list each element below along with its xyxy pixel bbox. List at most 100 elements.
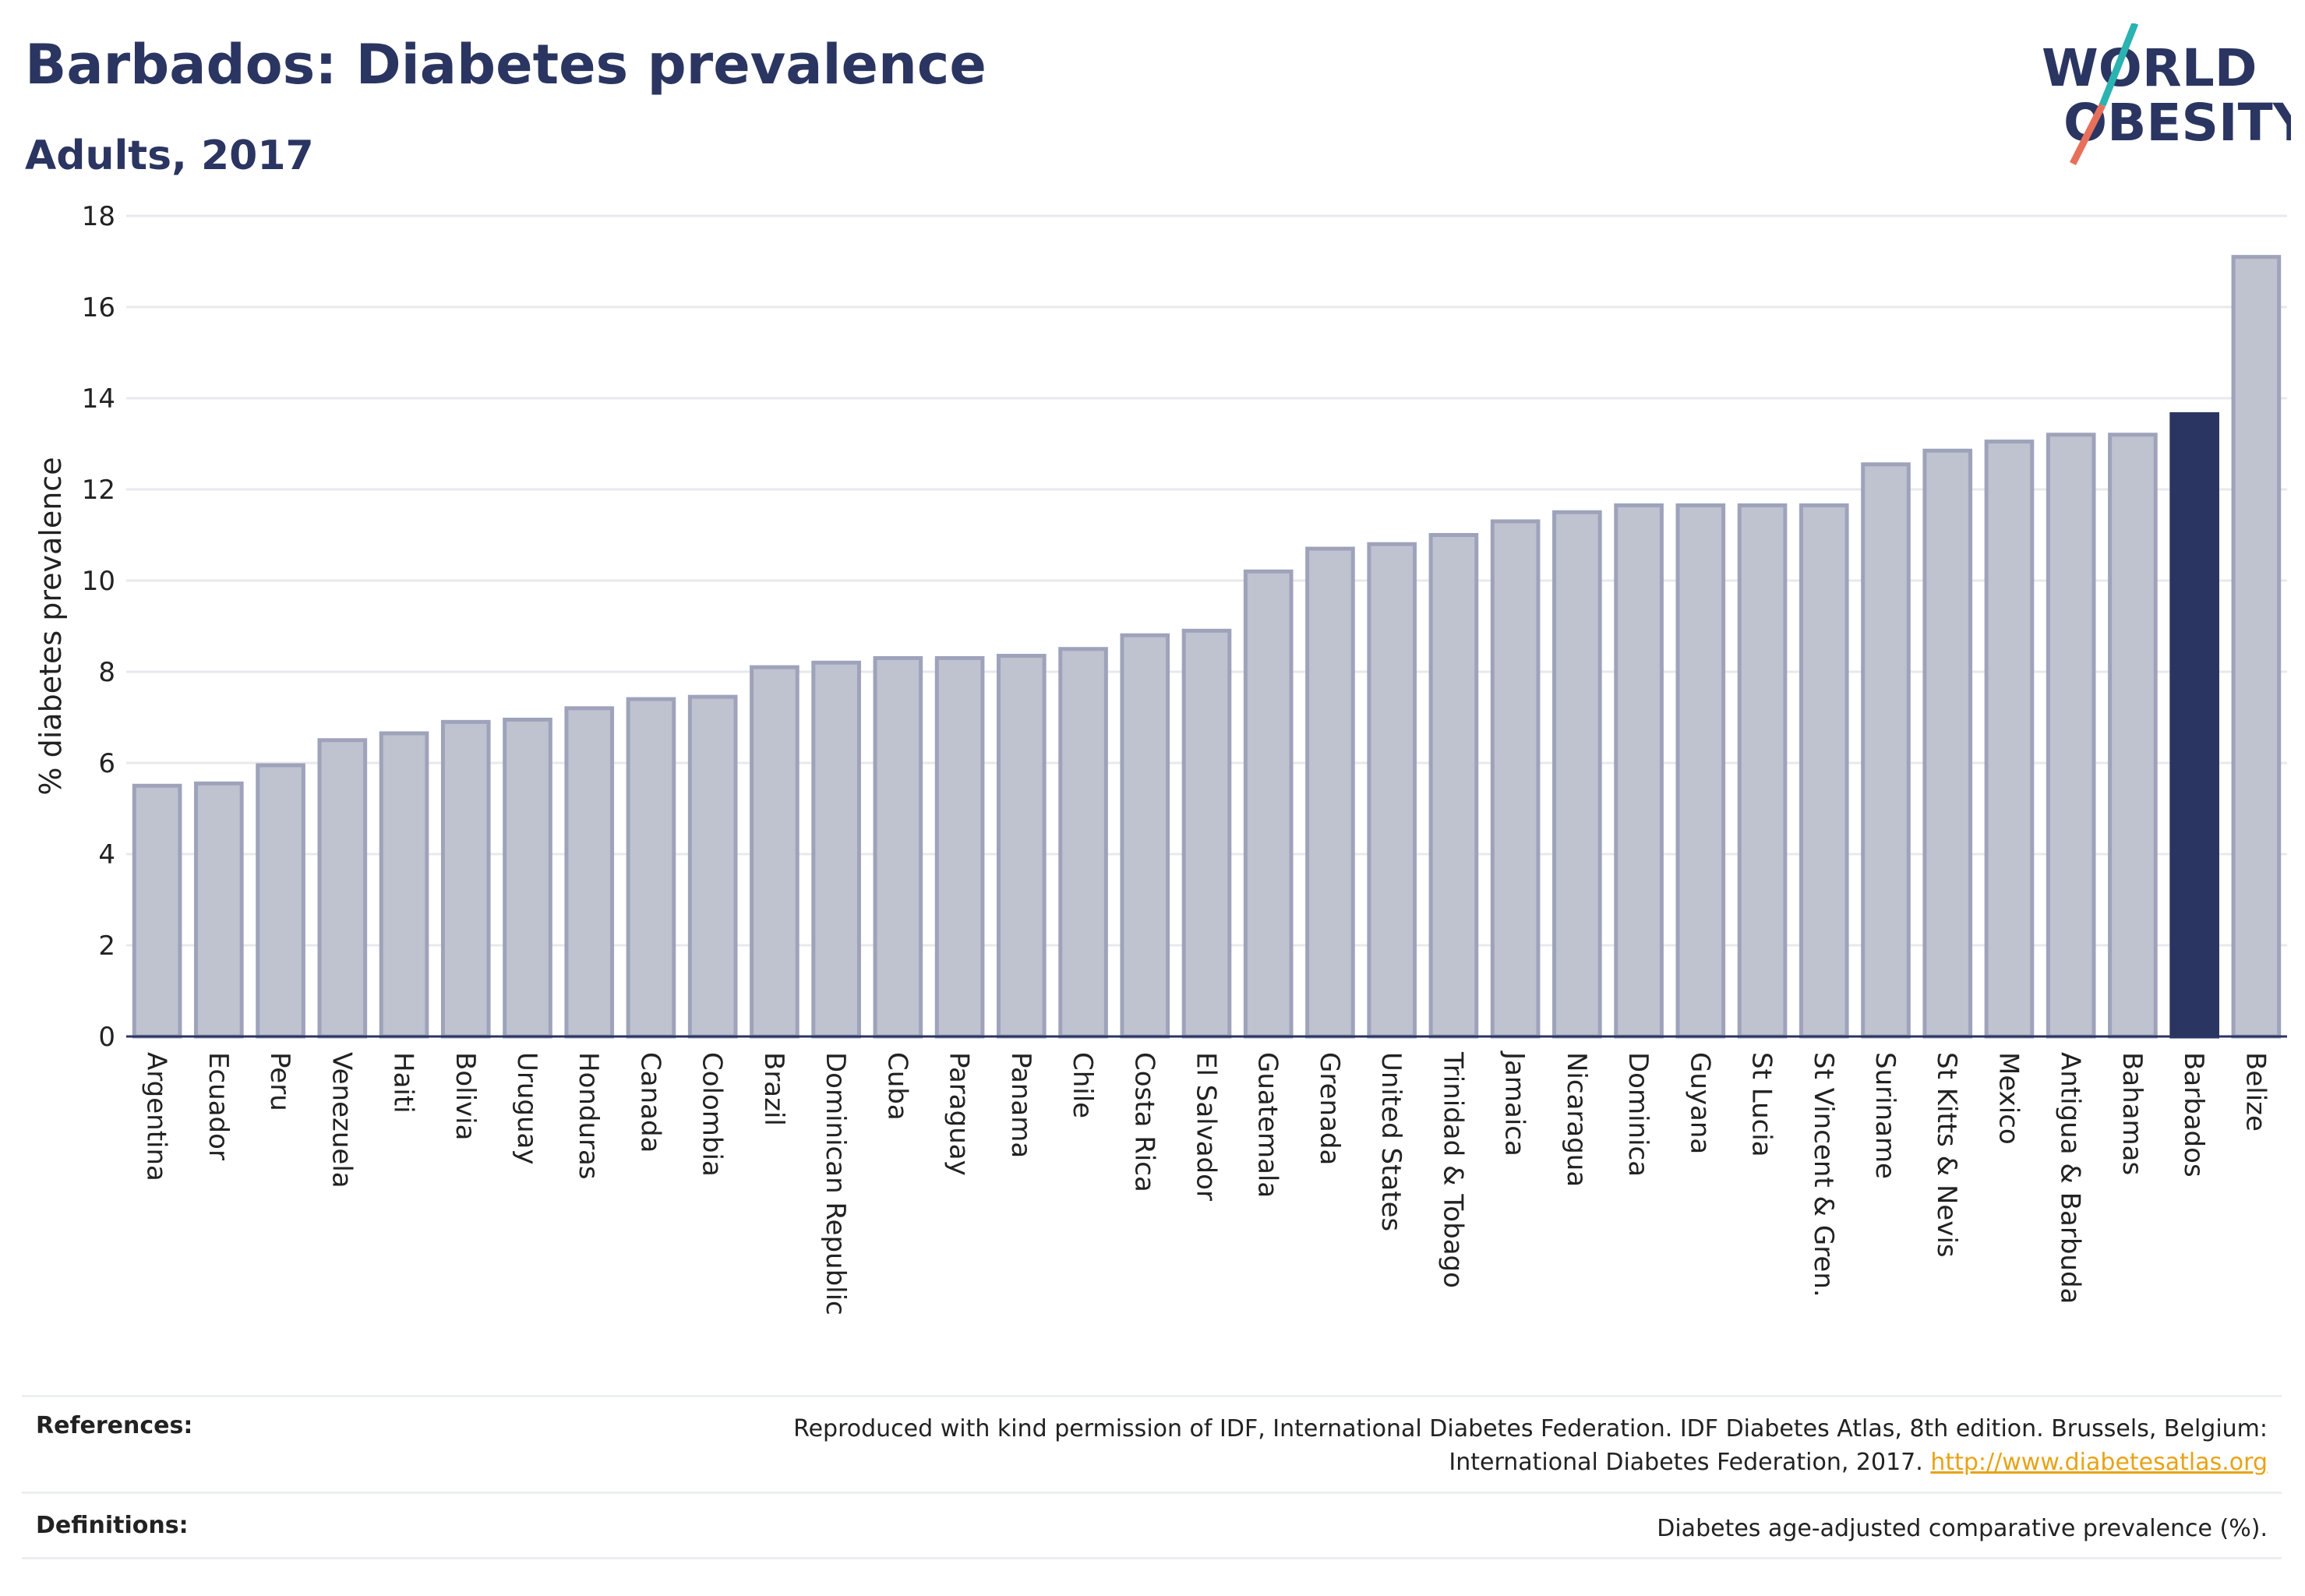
bar-suriname[interactable] (1861, 462, 1911, 1039)
x-tick-label: Nicaragua (1561, 1052, 1592, 1187)
bar-costa-rica[interactable] (1120, 633, 1170, 1039)
bar-trinidad-tobago[interactable] (1428, 533, 1479, 1039)
x-tick-label: Barbados (2178, 1052, 2209, 1178)
bar-guatemala[interactable] (1243, 569, 1294, 1039)
x-tick-label: Costa Rica (1128, 1052, 1160, 1192)
x-tick-label: Trinidad & Tobago (1437, 1051, 1468, 1288)
x-tick-label: Mexico (1993, 1052, 2024, 1145)
y-tick-label: 18 (82, 201, 115, 232)
bar-st-kitts-nevis[interactable] (1922, 448, 1973, 1039)
bar-paraguay[interactable] (934, 655, 985, 1039)
definitions-label: Definitions: (36, 1512, 189, 1539)
logo-slash-teal (2099, 23, 2139, 107)
bar-cuba[interactable] (873, 655, 923, 1039)
bar-belize[interactable] (2231, 255, 2282, 1039)
references-label: References: (36, 1412, 193, 1439)
definitions-row: Definitions: Diabetes age-adjusted compa… (22, 1512, 2282, 1551)
y-tick-label: 2 (98, 930, 115, 962)
y-axis-ticks: 0 2 4 6 8 10 12 14 16 18 (82, 201, 115, 1053)
bar-grenada[interactable] (1305, 546, 1355, 1039)
bar-bolivia[interactable] (440, 719, 491, 1039)
bar-argentina[interactable] (132, 783, 182, 1039)
y-tick-label: 10 (82, 566, 115, 597)
x-tick-label: Panama (1005, 1052, 1036, 1158)
x-tick-label: Haiti (388, 1052, 419, 1114)
references-line1: Reproduced with kind permission of IDF, … (793, 1415, 2268, 1442)
x-tick-label: Grenada (1314, 1052, 1345, 1165)
y-tick-label: 6 (98, 748, 115, 779)
x-tick-label: Chile (1067, 1052, 1098, 1118)
bar-ecuador[interactable] (194, 781, 244, 1039)
x-tick-label: Suriname (1869, 1052, 1901, 1179)
footer-separator-bottom (22, 1557, 2282, 1559)
x-tick-label: St Lucia (1746, 1052, 1777, 1157)
x-axis-labels: Argentina Ecuador Peru Venezuela Haiti Bolivi… (141, 1050, 2271, 1315)
bar-chile[interactable] (1058, 647, 1108, 1039)
y-tick-label: 14 (82, 383, 115, 415)
x-tick-label: Bahamas (2116, 1052, 2148, 1175)
bar-venezuela[interactable] (317, 738, 368, 1039)
bar-nicaragua[interactable] (1552, 510, 1602, 1039)
x-tick-label: Jamaica (1499, 1050, 1530, 1156)
x-tick-label: Ecuador (203, 1052, 234, 1160)
logo-slash-coral (2069, 103, 2106, 166)
bar-st-lucia[interactable] (1737, 503, 1788, 1039)
references-link[interactable]: http://www.diabetesatlas.org (1930, 1449, 2268, 1476)
world-obesity-logo: WORLD OBESITY (2042, 23, 2291, 166)
bar-jamaica[interactable] (1490, 519, 1541, 1039)
x-tick-label: St Kitts & Nevis (1931, 1052, 1962, 1258)
bar-brazil[interactable] (750, 665, 800, 1039)
x-tick-label: Antigua & Barbuda (2055, 1052, 2086, 1304)
bar-haiti[interactable] (379, 731, 429, 1039)
references-line2-text: International Diabetes Federation, 2017. (1449, 1449, 1923, 1476)
x-tick-label: Uruguay (511, 1052, 542, 1165)
x-tick-label: Cuba (881, 1052, 912, 1121)
x-tick-label: Dominican Republic (820, 1052, 851, 1315)
bars (132, 255, 2282, 1039)
bar-st-vincent-gren-[interactable] (1798, 503, 1849, 1039)
bar-guyana[interactable] (1675, 503, 1726, 1039)
bar-el-salvador[interactable] (1181, 628, 1232, 1039)
chart-subtitle: Adults, 2017 (25, 132, 314, 179)
bar-mexico[interactable] (1984, 440, 2035, 1039)
logo-text-line1: WORLD (2042, 38, 2257, 98)
x-tick-label: United States (1375, 1052, 1407, 1231)
definitions-text: Diabetes age-adjusted comparative preval… (1657, 1515, 2268, 1542)
x-tick-label: Venezuela (326, 1052, 357, 1188)
x-tick-label: Bolivia (450, 1052, 481, 1140)
bar-dominican-republic[interactable] (811, 660, 861, 1039)
bar-canada[interactable] (626, 697, 676, 1039)
y-tick-label: 4 (98, 839, 115, 870)
x-tick-label: St Vincent & Gren. (1808, 1052, 1839, 1298)
x-tick-label: Colombia (697, 1052, 728, 1177)
bar-bahamas[interactable] (2108, 433, 2158, 1039)
footer-separator-mid (22, 1492, 2282, 1494)
x-tick-label: Guatemala (1252, 1052, 1283, 1198)
bar-honduras[interactable] (564, 706, 615, 1039)
bar-barbados[interactable] (2169, 411, 2219, 1039)
x-tick-label: El Salvador (1191, 1052, 1222, 1201)
y-tick-label: 16 (82, 292, 115, 323)
y-tick-label: 0 (98, 1022, 115, 1053)
bar-colombia[interactable] (687, 694, 738, 1039)
y-tick-label: 12 (82, 475, 115, 506)
x-tick-label: Paraguay (944, 1052, 975, 1176)
chart-title: Barbados: Diabetes prevalence (25, 33, 987, 97)
y-axis-label: % diabetes prevalence (34, 457, 68, 795)
references-text: Reproduced with kind permission of IDF, … (793, 1412, 2268, 1479)
bar-chart: 0 2 4 6 8 10 12 14 16 18 Argentina Ecuador Peru Vene… (34, 201, 2287, 1315)
bar-peru[interactable] (256, 763, 305, 1039)
bar-dominica[interactable] (1614, 503, 1664, 1039)
x-tick-label: Argentina (141, 1052, 172, 1181)
x-tick-label: Brazil (758, 1052, 789, 1126)
bar-united-states[interactable] (1367, 542, 1417, 1039)
footer-separator-top (22, 1395, 2282, 1397)
bar-antigua-barbuda[interactable] (2046, 433, 2096, 1039)
x-tick-label: Canada (634, 1052, 665, 1153)
y-tick-label: 8 (98, 657, 115, 688)
x-tick-label: Guyana (1684, 1052, 1715, 1154)
x-tick-label: Dominica (1622, 1052, 1654, 1177)
references-row: References: Reproduced with kind permiss… (22, 1412, 2282, 1490)
bar-panama[interactable] (996, 654, 1047, 1039)
bar-uruguay[interactable] (503, 717, 552, 1039)
